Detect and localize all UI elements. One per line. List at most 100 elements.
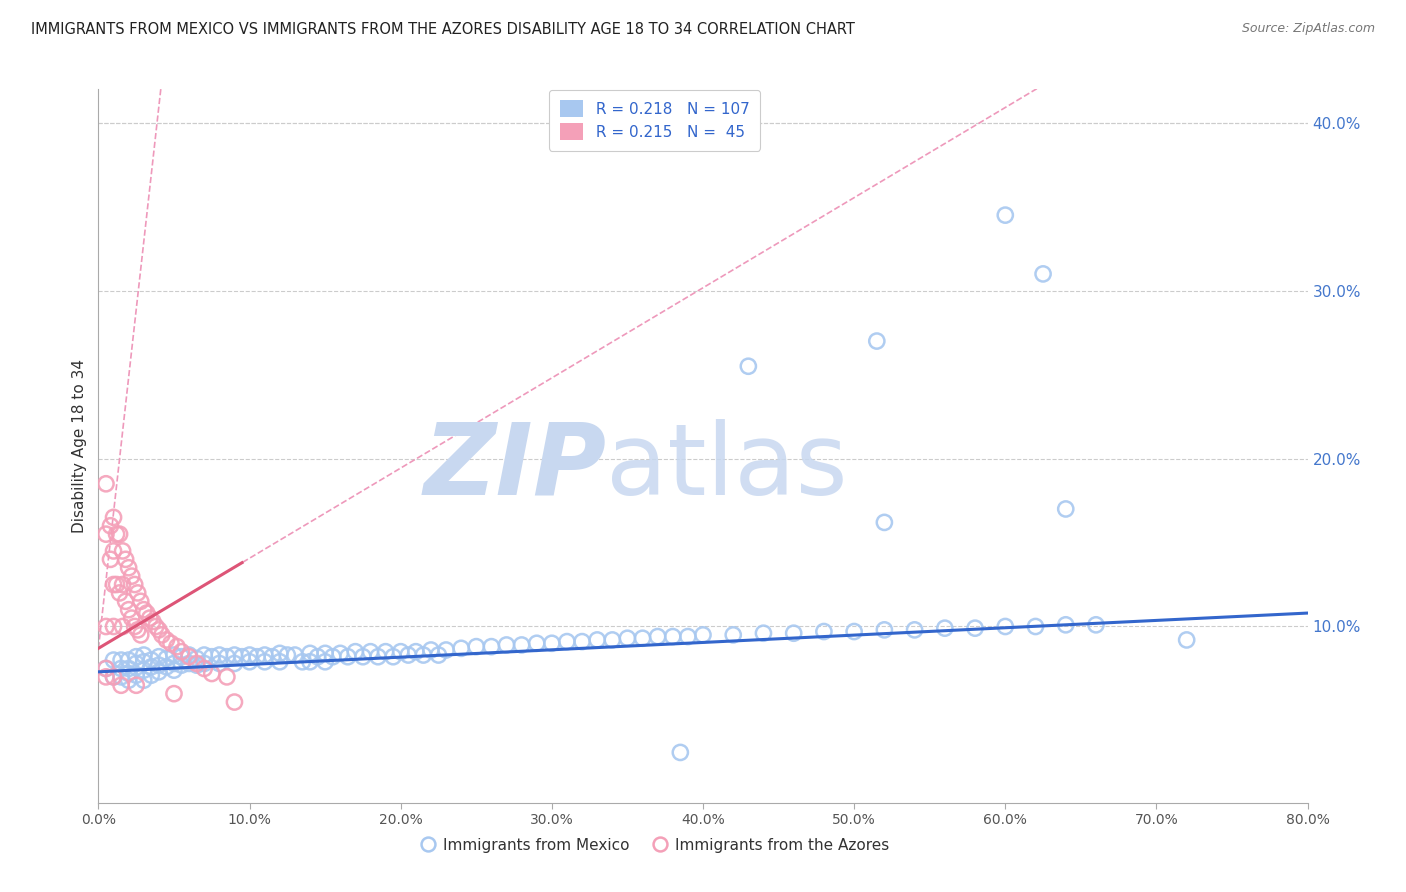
Point	[186, 657, 208, 671]
Point	[118, 603, 141, 617]
Point	[1085, 617, 1108, 632]
Point	[540, 636, 562, 650]
Point	[269, 646, 291, 660]
Point	[129, 628, 152, 642]
Point	[132, 663, 155, 677]
Point	[148, 665, 170, 679]
Point	[155, 651, 177, 665]
Point	[150, 628, 173, 642]
Point	[276, 648, 298, 662]
Point	[669, 746, 692, 760]
Point	[124, 577, 146, 591]
Point	[253, 648, 276, 662]
Point	[602, 632, 624, 647]
Point	[179, 648, 201, 662]
Point	[186, 651, 208, 665]
Point	[103, 619, 125, 633]
Point	[465, 640, 488, 654]
Point	[105, 527, 128, 541]
Point	[100, 518, 122, 533]
Point	[179, 657, 201, 671]
Point	[676, 630, 699, 644]
Point	[201, 666, 224, 681]
Point	[231, 649, 253, 664]
Point	[481, 640, 503, 654]
Text: IMMIGRANTS FROM MEXICO VS IMMIGRANTS FROM THE AZORES DISABILITY AGE 18 TO 34 COR: IMMIGRANTS FROM MEXICO VS IMMIGRANTS FRO…	[31, 22, 855, 37]
Point	[1054, 502, 1077, 516]
Point	[783, 626, 806, 640]
Point	[118, 560, 141, 574]
Point	[124, 619, 146, 633]
Point	[110, 661, 132, 675]
Point	[125, 657, 148, 671]
Point	[110, 670, 132, 684]
Point	[360, 645, 382, 659]
Point	[631, 632, 654, 646]
Point	[118, 673, 141, 688]
Point	[121, 611, 143, 625]
Point	[103, 577, 125, 591]
Point	[344, 645, 367, 659]
Point	[103, 653, 125, 667]
Point	[135, 606, 157, 620]
Point	[103, 544, 125, 558]
Point	[246, 649, 269, 664]
Point	[616, 632, 638, 646]
Point	[132, 603, 155, 617]
Point	[105, 577, 128, 591]
Point	[103, 670, 125, 684]
Point	[526, 636, 548, 650]
Point	[193, 661, 215, 675]
Point	[224, 657, 246, 671]
Point	[367, 649, 389, 664]
Point	[111, 544, 134, 558]
Point	[179, 649, 201, 664]
Point	[127, 586, 149, 600]
Point	[148, 649, 170, 664]
Legend: Immigrants from Mexico, Immigrants from the Azores: Immigrants from Mexico, Immigrants from …	[413, 832, 896, 859]
Point	[329, 646, 352, 660]
Point	[163, 687, 186, 701]
Point	[1032, 267, 1054, 281]
Point	[155, 632, 177, 647]
Point	[692, 628, 714, 642]
Point	[118, 653, 141, 667]
Point	[94, 619, 117, 633]
Point	[141, 660, 163, 674]
Point	[239, 648, 262, 662]
Point	[873, 516, 896, 530]
Point	[904, 623, 927, 637]
Point	[239, 655, 262, 669]
Point	[166, 640, 188, 654]
Point	[284, 648, 307, 662]
Point	[307, 649, 329, 664]
Point	[208, 657, 231, 671]
Point	[125, 649, 148, 664]
Text: atlas: atlas	[606, 419, 848, 516]
Point	[844, 624, 866, 639]
Point	[314, 655, 336, 669]
Point	[148, 623, 170, 637]
Point	[110, 678, 132, 692]
Point	[450, 641, 472, 656]
Point	[1024, 619, 1046, 633]
Text: ZIP: ZIP	[423, 419, 606, 516]
Point	[224, 695, 246, 709]
Point	[121, 569, 143, 583]
Point	[94, 670, 117, 684]
Y-axis label: Disability Age 18 to 34: Disability Age 18 to 34	[72, 359, 87, 533]
Point	[314, 646, 336, 660]
Point	[145, 619, 167, 633]
Point	[94, 527, 117, 541]
Point	[111, 619, 134, 633]
Point	[965, 621, 987, 635]
Point	[208, 648, 231, 662]
Point	[1175, 632, 1198, 647]
Point	[186, 658, 208, 673]
Point	[352, 649, 374, 664]
Point	[108, 586, 131, 600]
Point	[114, 594, 136, 608]
Point	[994, 208, 1017, 222]
Point	[322, 649, 344, 664]
Point	[873, 623, 896, 637]
